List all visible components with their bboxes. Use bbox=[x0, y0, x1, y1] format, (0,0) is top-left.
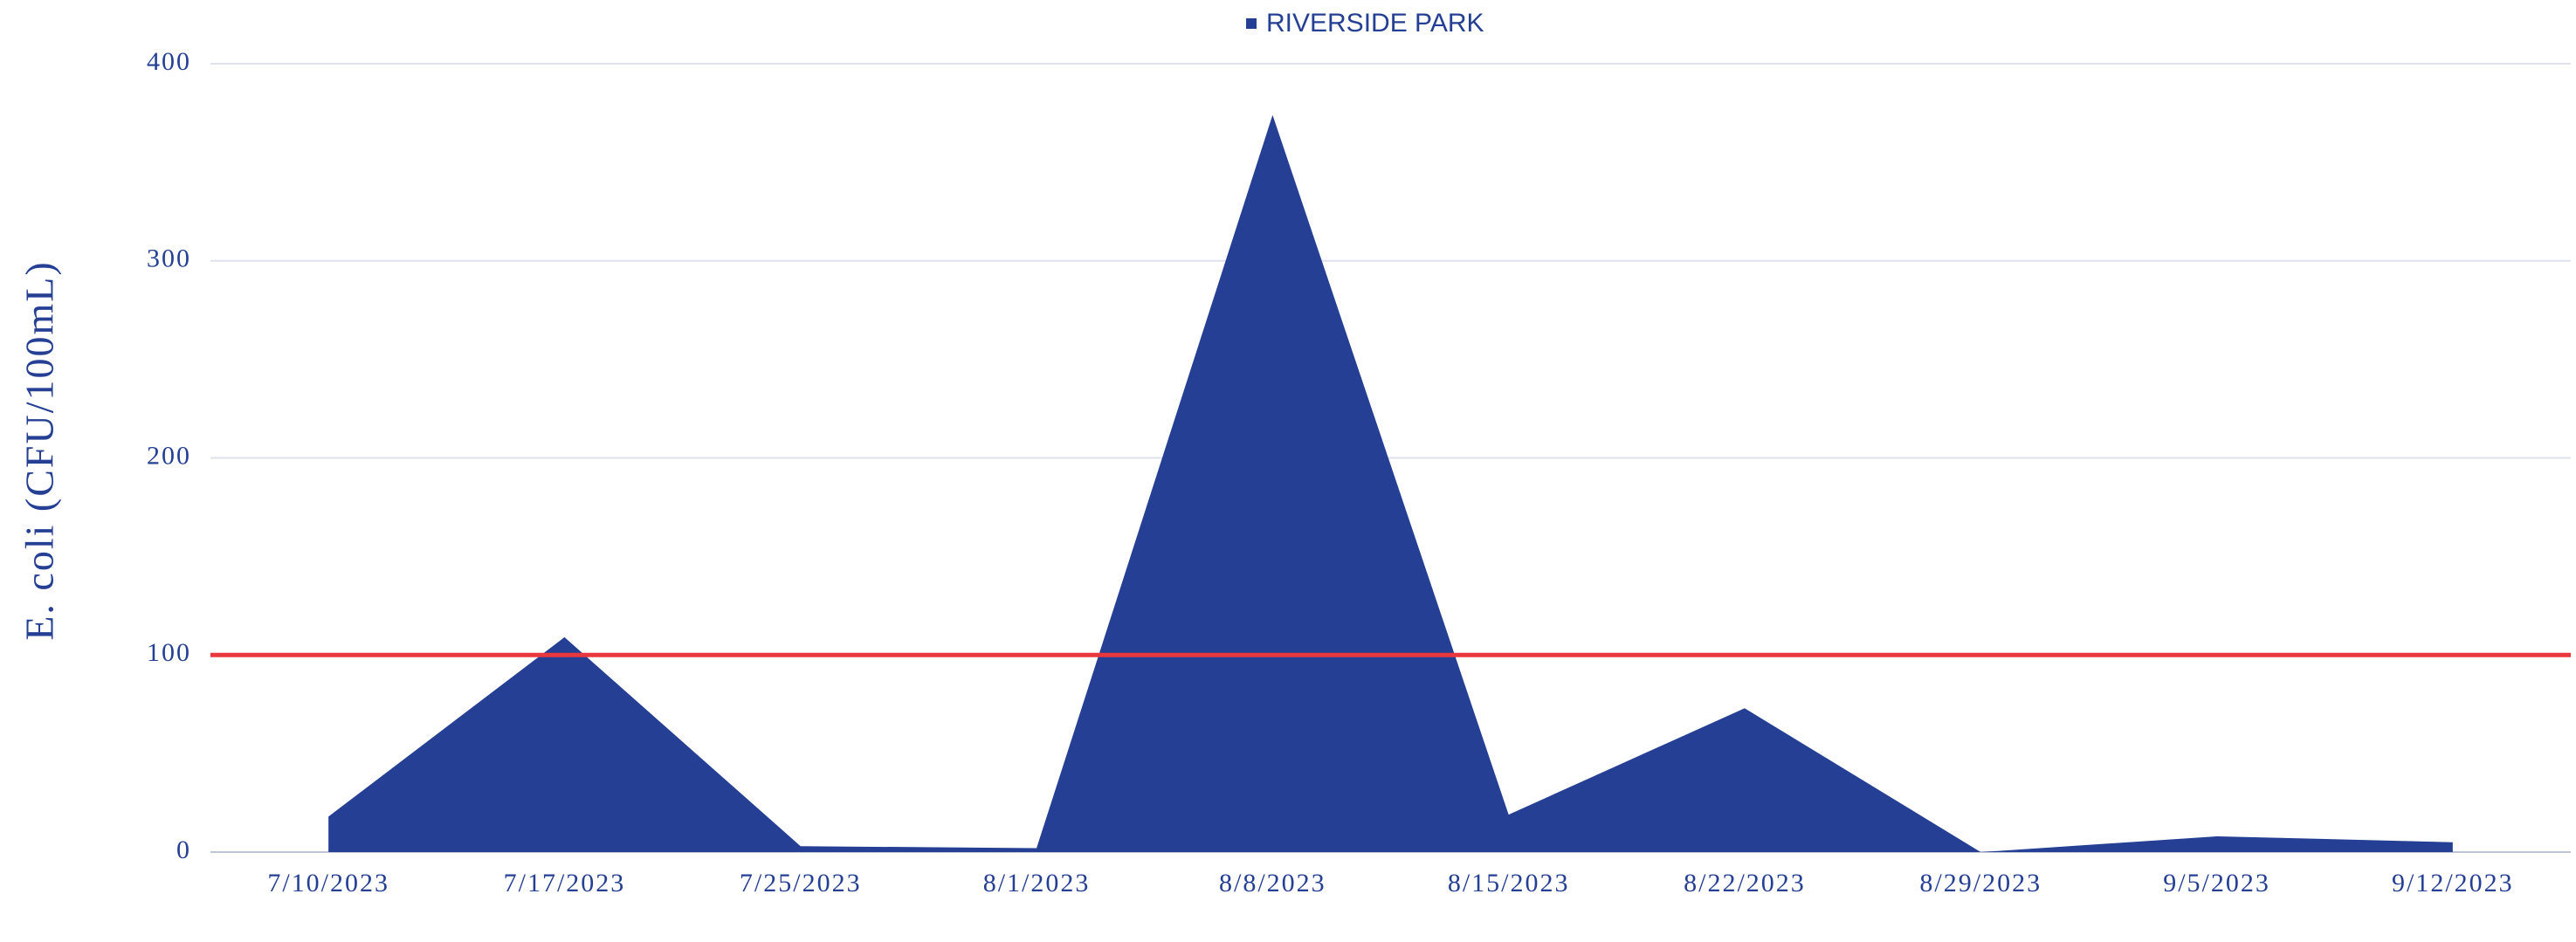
y-tick-label: 200 bbox=[147, 441, 191, 470]
x-tick-label: 8/8/2023 bbox=[1219, 869, 1326, 897]
x-tick-label: 8/15/2023 bbox=[1448, 869, 1570, 897]
legend-label: RIVERSIDE PARK bbox=[1266, 9, 1484, 38]
x-tick-label: 9/12/2023 bbox=[2392, 869, 2514, 897]
area bbox=[328, 114, 2453, 852]
y-axis-label: E. coli (CFU/100mL) bbox=[17, 260, 62, 640]
x-tick-label: 8/22/2023 bbox=[1684, 869, 1806, 897]
y-tick-label: 300 bbox=[147, 244, 191, 273]
x-tick-label: 9/5/2023 bbox=[2163, 869, 2270, 897]
x-tick-label: 7/25/2023 bbox=[740, 869, 862, 897]
y-tick-label: 0 bbox=[176, 835, 191, 864]
x-tick-label: 8/29/2023 bbox=[1919, 869, 2042, 897]
legend-swatch bbox=[1246, 18, 1257, 29]
y-tick-label: 400 bbox=[147, 47, 191, 76]
y-tick-label: 100 bbox=[147, 638, 191, 667]
x-tick-label: 8/1/2023 bbox=[983, 869, 1091, 897]
x-tick-label: 7/17/2023 bbox=[504, 869, 626, 897]
x-tick-label: 7/10/2023 bbox=[267, 869, 389, 897]
